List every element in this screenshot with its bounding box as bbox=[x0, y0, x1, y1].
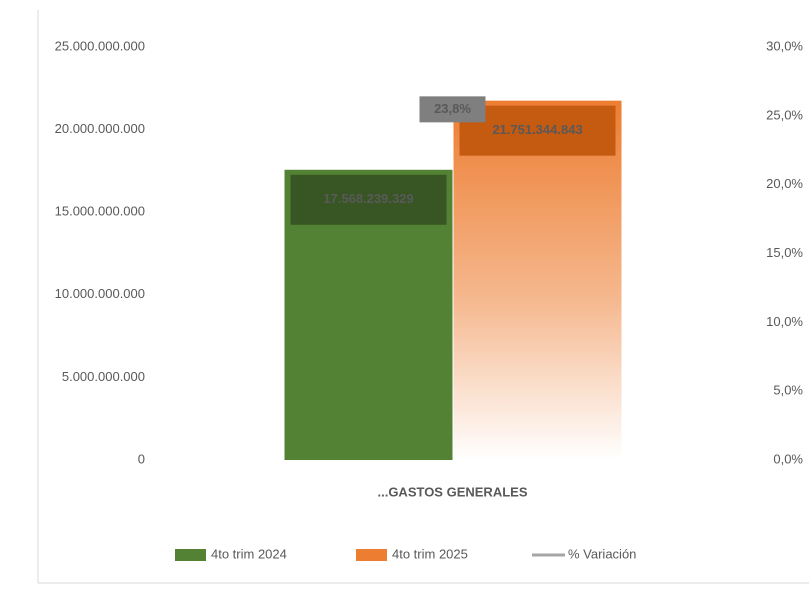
data-label-box bbox=[419, 96, 486, 123]
data-label-box bbox=[290, 174, 447, 225]
legend-label: 4to trim 2024 bbox=[211, 546, 287, 561]
y2-tick-label: 25,0% bbox=[766, 107, 803, 122]
y2-tick-label: 5,0% bbox=[773, 383, 803, 398]
legend-swatch bbox=[356, 549, 387, 561]
data-label: 23,8% bbox=[434, 101, 471, 116]
legend-label: 4to trim 2025 bbox=[392, 546, 468, 561]
data-label: 17.568.239.329 bbox=[323, 191, 413, 206]
y-tick-label: 15.000.000.000 bbox=[55, 204, 145, 219]
legend-swatch bbox=[175, 549, 206, 561]
y-tick-label: 25.000.000.000 bbox=[55, 38, 145, 53]
y2-tick-label: 30,0% bbox=[766, 38, 803, 53]
y2-tick-label: 0,0% bbox=[773, 451, 803, 466]
y-tick-label: 10.000.000.000 bbox=[55, 286, 145, 301]
data-label: 21.751.344.843 bbox=[492, 122, 582, 137]
y2-tick-label: 20,0% bbox=[766, 176, 803, 191]
y-tick-label: 20.000.000.000 bbox=[55, 121, 145, 136]
y2-tick-label: 15,0% bbox=[766, 245, 803, 260]
legend-label: % Variación bbox=[568, 546, 636, 561]
bar bbox=[453, 100, 622, 460]
y2-tick-label: 10,0% bbox=[766, 314, 803, 329]
y-tick-label: 0 bbox=[138, 451, 145, 466]
category-label: ...GASTOS GENERALES bbox=[377, 484, 527, 499]
y-tick-label: 5.000.000.000 bbox=[62, 369, 145, 384]
